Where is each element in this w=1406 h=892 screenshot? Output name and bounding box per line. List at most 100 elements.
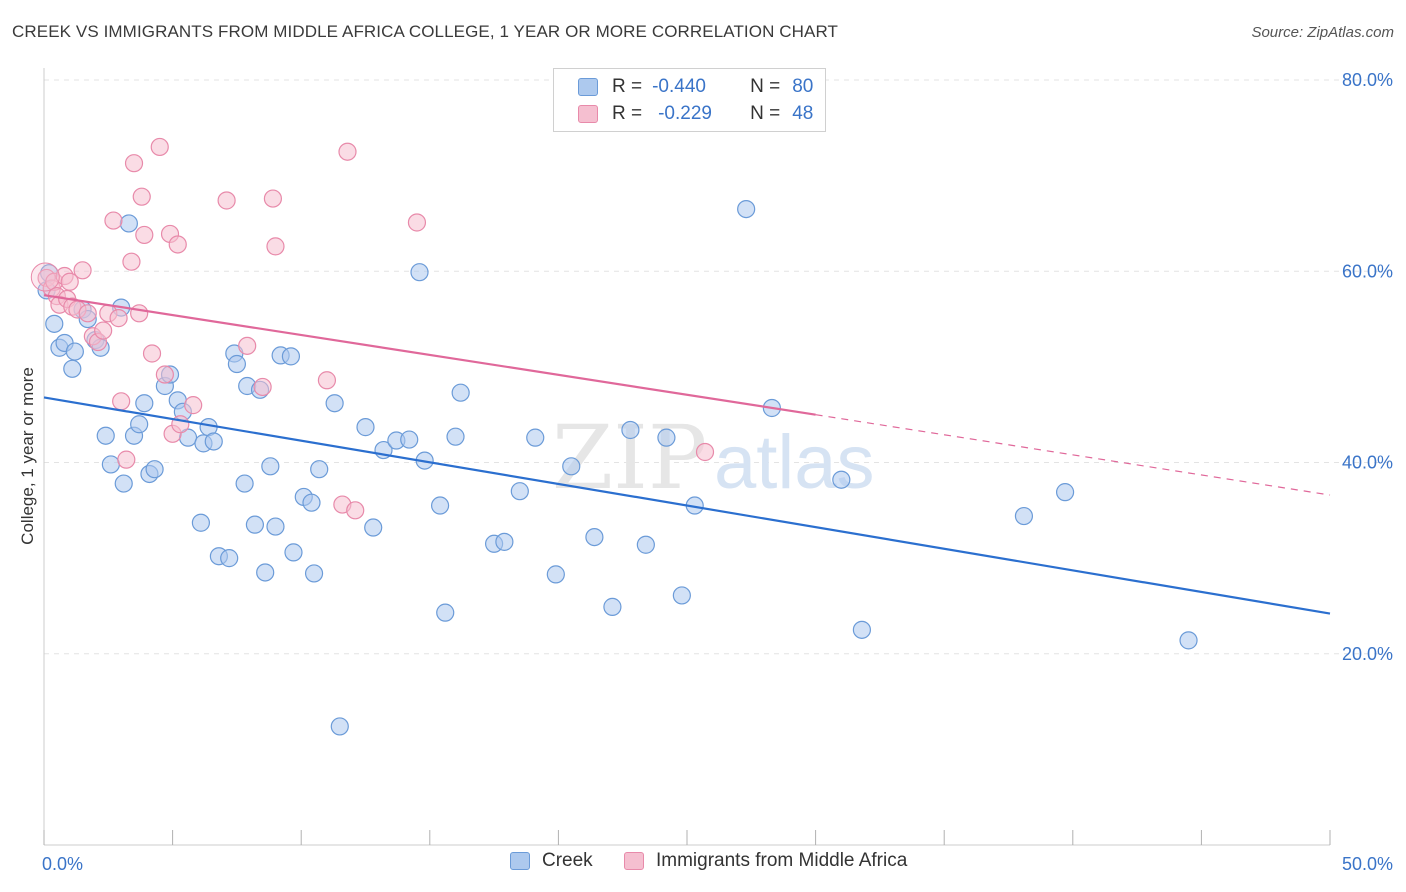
legend-n-value: 48: [792, 103, 814, 124]
legend-n-label: N =: [750, 76, 781, 97]
tick-labels: 20.0% 40.0% 60.0% 80.0% 0.0% 50.0%: [42, 70, 1393, 874]
creek-point: [562, 457, 581, 476]
creek-point: [1055, 483, 1075, 502]
creek-point: [310, 460, 329, 479]
creek-point: [65, 342, 84, 361]
source-label: Source: ZipAtlas.com: [1251, 24, 1394, 41]
creek-point: [1014, 506, 1034, 526]
immigrants-point: [124, 154, 144, 173]
creek-point: [852, 620, 871, 639]
creek-point: [603, 597, 622, 616]
creek-point: [63, 359, 82, 378]
immigrants-point: [238, 336, 257, 355]
creek-point: [621, 420, 640, 440]
legend-row-creek: R = -0.440 N = 80: [554, 74, 813, 100]
y-tick-label: 40.0%: [1342, 453, 1393, 473]
immigrants-point: [184, 396, 203, 415]
creek-point: [325, 394, 344, 413]
creek-point: [266, 517, 285, 536]
immigrants-point: [217, 191, 236, 210]
creek-point: [510, 482, 529, 501]
creek-point: [585, 527, 604, 547]
creek-point: [446, 427, 465, 446]
immigrants-point: [112, 392, 131, 411]
legend-label-creek: Creek: [542, 850, 593, 871]
axes: [43, 68, 1331, 846]
immigrants-point: [317, 371, 337, 390]
immigrants-point: [263, 189, 283, 208]
creek-point: [330, 717, 349, 736]
x-tick-label: 0.0%: [42, 854, 83, 874]
creek-point: [436, 603, 455, 622]
chart-title: CREEK VS IMMIGRANTS FROM MIDDLE AFRICA C…: [12, 22, 839, 41]
creek-point: [364, 518, 383, 537]
immigrants-point: [695, 442, 715, 462]
y-tick-label: 60.0%: [1342, 261, 1393, 281]
immigrants-point: [30, 262, 60, 292]
immigrants-trend-extension: [815, 414, 1331, 496]
x-tick-label: 50.0%: [1342, 854, 1393, 874]
legend-item-immigrants[interactable]: Immigrants from Middle Africa: [624, 850, 907, 872]
immigrants-point: [109, 309, 128, 328]
creek-swatch: [578, 78, 598, 96]
immigrants-point: [122, 252, 141, 271]
creek-point: [430, 496, 450, 515]
immigrants-point: [168, 235, 187, 254]
correlation-legend: R = -0.440 N = 80 R = -0.229 N = 48: [553, 68, 826, 132]
creek-point: [101, 455, 120, 474]
creek-point: [191, 513, 210, 532]
creek-point: [119, 214, 138, 233]
creek-point: [145, 460, 164, 479]
immigrants-point: [135, 225, 154, 245]
immigrants-point: [130, 304, 149, 323]
legend-n-label: N =: [750, 103, 781, 124]
creek-point: [1179, 631, 1198, 650]
creek-point: [495, 532, 514, 551]
legend-label-immigrants: Immigrants from Middle Africa: [656, 850, 908, 871]
creek-point: [235, 474, 254, 493]
creek-point: [304, 564, 324, 583]
creek-trend-line: [43, 396, 1331, 615]
immigrants-point: [142, 344, 162, 363]
legend-row-immigrants: R = -0.229 N = 48: [554, 101, 813, 127]
immigrants-swatch: [624, 852, 644, 870]
creek-point: [284, 543, 303, 562]
creek-point: [410, 263, 429, 282]
creek-point: [135, 394, 154, 413]
creek-point: [256, 563, 275, 582]
legend-r-label: R =: [612, 76, 643, 97]
legend-r-value: -0.229: [658, 103, 712, 124]
creek-point: [261, 457, 280, 476]
y-tick-label: 80.0%: [1342, 70, 1393, 90]
immigrants-point: [132, 187, 151, 206]
creek-point: [526, 428, 545, 447]
creek-point: [302, 493, 321, 512]
creek-point: [96, 426, 115, 445]
grid-lines: [44, 79, 1392, 655]
creek-point: [130, 415, 149, 434]
creek-point: [672, 586, 691, 605]
trend-lines: [43, 294, 1331, 615]
creek-point: [114, 474, 133, 493]
creek-point: [227, 354, 246, 374]
immigrants-point: [104, 211, 123, 230]
immigrants-point: [78, 304, 97, 323]
immigrants-point: [155, 365, 174, 384]
creek-point: [245, 515, 265, 534]
creek-point: [400, 430, 419, 449]
creek-point: [204, 432, 223, 451]
creek-point: [220, 549, 239, 568]
legend-item-creek[interactable]: Creek: [510, 850, 593, 872]
creek-swatch: [510, 852, 530, 870]
immigrants-point: [150, 137, 169, 157]
y-axis-label: College, 1 year or more: [18, 367, 37, 545]
watermark-atlas: atlas: [714, 420, 875, 505]
immigrants-point: [338, 142, 357, 161]
immigrants-point: [253, 377, 272, 397]
creek-points: [37, 199, 1198, 736]
immigrants-point: [73, 261, 92, 280]
creek-point: [281, 347, 301, 366]
watermark: ZIP atlas: [552, 406, 875, 509]
immigrants-point: [94, 321, 113, 340]
